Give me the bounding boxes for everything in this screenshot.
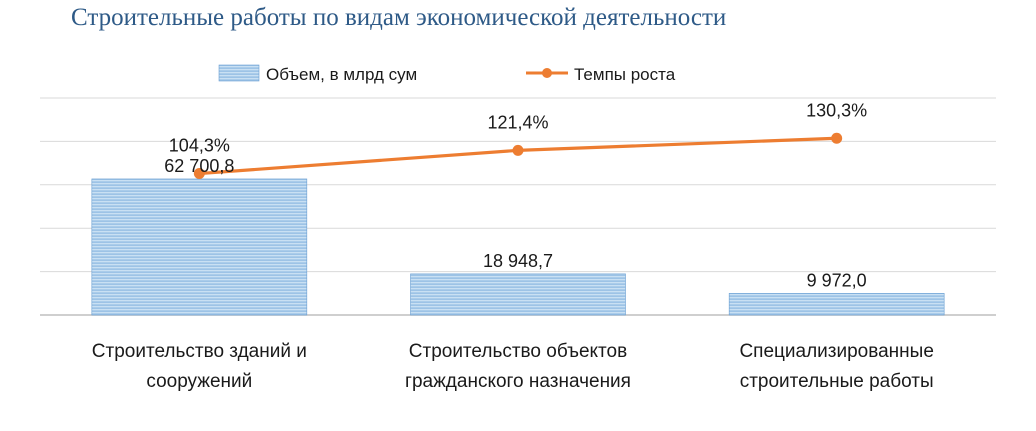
x-tick-label: сооружений [146, 371, 252, 392]
chart-title: Строительные работы по видам экономическ… [71, 4, 727, 31]
x-tick-label: строительные работы [740, 371, 934, 392]
x-tick-label: Специализированные [739, 341, 933, 362]
x-tick-label: гражданского назначения [405, 371, 631, 392]
growth-point [193, 168, 205, 180]
growth-line [199, 136, 837, 176]
x-tick-labels: Строительство зданий и сооружений Строител… [92, 341, 934, 392]
data-labels-group: 62 700,8 18 948,7 9 972,0 104,3% 121,4% 130,3… [164, 100, 867, 290]
bar-value-label: 62 700,8 [164, 156, 234, 176]
bar-value-label: 9 972,0 [807, 270, 867, 290]
legend-bar-swatch [218, 64, 260, 82]
growth-value-label: 121,4% [487, 112, 548, 132]
bar-value-label: 18 948,7 [483, 251, 553, 271]
x-tick-label: Строительство объектов [409, 341, 627, 362]
growth-line-group [193, 132, 843, 180]
bar [91, 178, 308, 316]
growth-value-label: 130,3% [806, 100, 867, 120]
x-tick-label: Строительство зданий и [92, 341, 307, 362]
bar [410, 273, 626, 316]
growth-point [831, 132, 843, 144]
bars-group [91, 178, 945, 316]
legend-line-marker [542, 68, 552, 78]
legend: Объем, в млрд сум Темпы роста [218, 64, 676, 84]
growth-value-label: 104,3% [169, 136, 230, 156]
legend-bar-label: Объем, в млрд сум [266, 65, 417, 84]
bar [728, 293, 945, 316]
legend-line-label: Темпы роста [574, 65, 676, 84]
growth-point [512, 144, 524, 156]
